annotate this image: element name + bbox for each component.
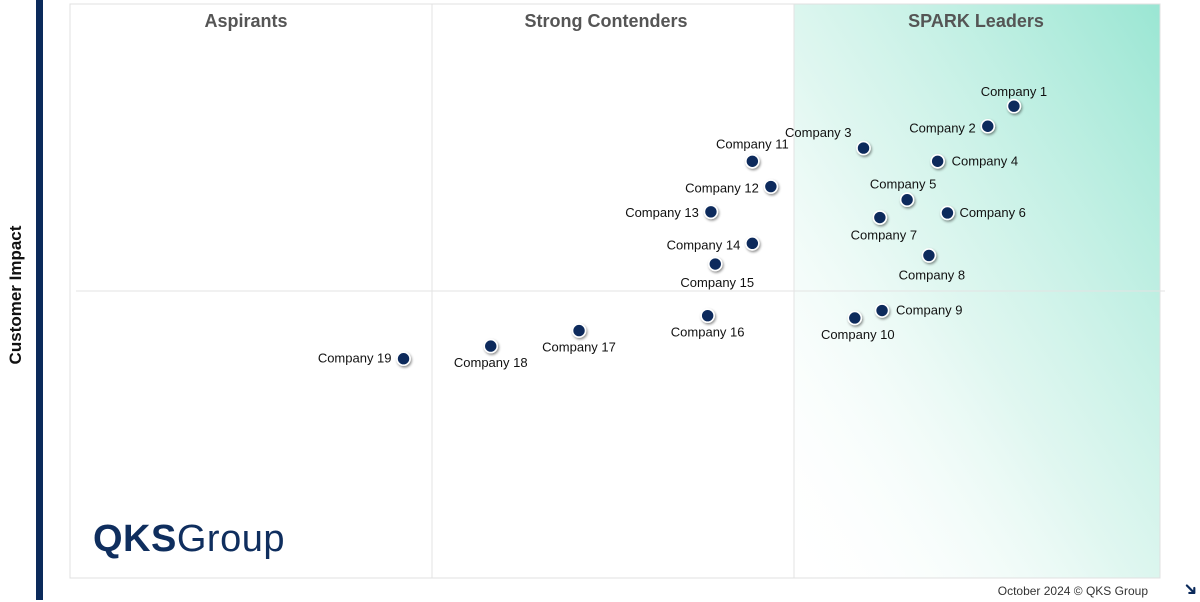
data-point-company-1 — [1006, 98, 1022, 114]
data-point-company-4 — [930, 153, 945, 169]
data-point-company-7 — [872, 210, 888, 225]
data-point-company-3 — [856, 140, 871, 156]
data-label-company-9: Company 9 — [896, 303, 962, 318]
data-label-company-19: Company 19 — [318, 351, 392, 366]
data-label-company-8: Company 8 — [899, 267, 965, 282]
data-label-company-3: Company 3 — [785, 125, 851, 140]
data-point-company-13 — [703, 204, 719, 220]
quadrant-label-aspirants: Aspirants — [204, 11, 287, 31]
data-label-company-1: Company 1 — [981, 84, 1047, 99]
data-point-company-6 — [940, 205, 955, 221]
data-label-company-5: Company 5 — [870, 177, 936, 192]
data-label-company-4: Company 4 — [952, 153, 1018, 168]
data-label-company-13: Company 13 — [625, 205, 699, 220]
data-point-company-16 — [700, 308, 715, 323]
data-label-company-18: Company 18 — [454, 355, 528, 370]
data-point-company-10 — [847, 310, 863, 326]
data-label-company-14: Company 14 — [667, 237, 741, 252]
data-point-company-17 — [571, 323, 587, 338]
quadrant-label-strong-contenders: Strong Contenders — [524, 11, 687, 31]
data-label-company-7: Company 7 — [851, 228, 917, 243]
data-point-company-5 — [899, 192, 915, 208]
quadrant-label-spark-leaders: SPARK Leaders — [908, 11, 1044, 31]
data-label-company-16: Company 16 — [671, 325, 745, 340]
data-point-company-9 — [874, 303, 890, 318]
data-point-company-15 — [707, 256, 723, 272]
data-label-company-10: Company 10 — [821, 327, 895, 342]
data-label-company-17: Company 17 — [542, 340, 616, 355]
data-label-company-12: Company 12 — [685, 181, 759, 196]
footer-copyright: October 2024 © QKS Group — [997, 584, 1148, 598]
qks-group-logo: QKSGroup — [93, 518, 285, 561]
data-label-company-2: Company 2 — [909, 120, 975, 135]
logo-qks: QKS — [93, 518, 177, 560]
data-point-company-18 — [483, 338, 499, 354]
data-point-company-14 — [745, 236, 760, 251]
data-label-company-6: Company 6 — [959, 205, 1025, 220]
data-label-company-15: Company 15 — [680, 275, 754, 290]
y-axis-bar — [36, 0, 43, 600]
data-point-company-2 — [980, 118, 996, 134]
data-point-company-12 — [763, 179, 779, 194]
points-layer: Company 1 Company 2 Company 3 Company 4 Comp… — [318, 84, 1047, 370]
data-point-company-8 — [921, 248, 937, 263]
data-point-company-19 — [396, 351, 411, 367]
logo-group: Group — [176, 518, 285, 560]
data-point-company-11 — [745, 153, 760, 169]
data-label-company-11: Company 11 — [716, 136, 789, 151]
